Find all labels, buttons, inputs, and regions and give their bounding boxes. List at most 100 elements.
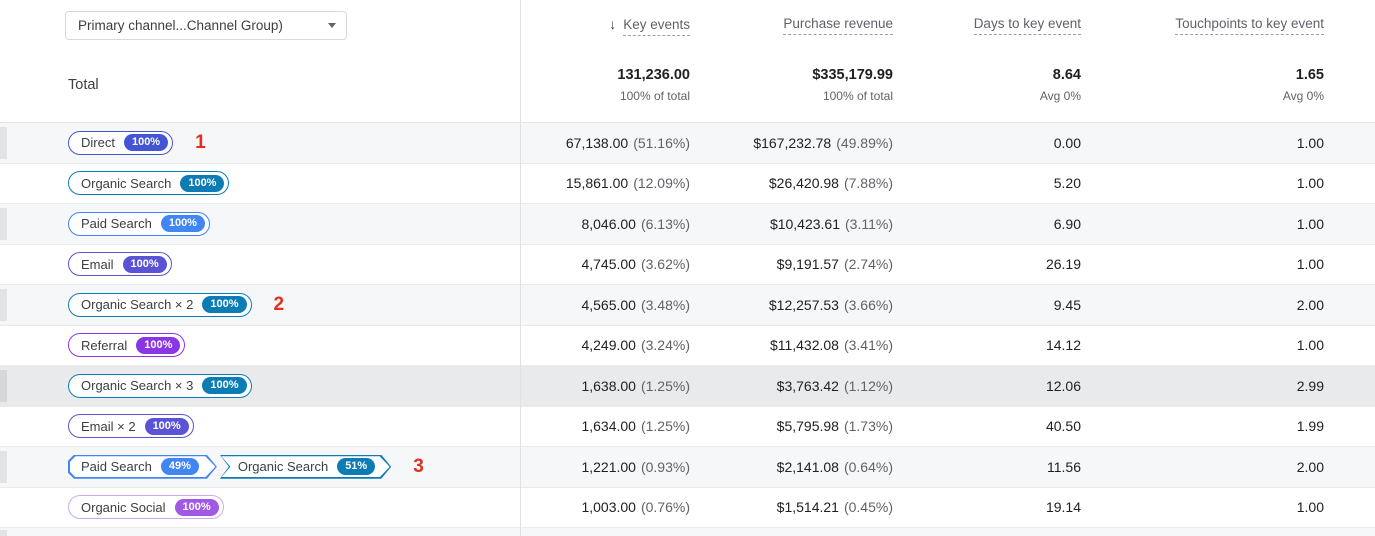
channel-badge-label: Organic Social <box>81 499 166 515</box>
channel-badge-content: Organic Search 51% <box>220 458 391 476</box>
conversion-path-cell: Direct 100% 1 <box>0 123 520 163</box>
conversion-path-cell: Organic Search × 2 100% 2 <box>0 285 520 325</box>
channel-badge-label: Organic Search <box>237 459 329 475</box>
channel-badge-label: Paid Search <box>81 216 152 232</box>
key-events-cell: 4,565.00 (3.48%) <box>520 285 690 325</box>
cell-value: $1,514.21 <box>776 499 839 516</box>
table-row[interactable]: Organic Social 100% 1,003.00 (0.76%) $1,514.… <box>0 487 1375 528</box>
conversion-path-cell: Paid Search 100% <box>0 204 520 244</box>
cell-value: 1.00 <box>1296 499 1324 516</box>
purchase-revenue-cell: $167,232.78 (49.89%) <box>690 123 893 163</box>
touchpoints-cell: 1.00 <box>1081 245 1324 285</box>
channel-badge-percent: 100% <box>136 336 181 354</box>
total-purchase-revenue: $335,179.99 100% of total <box>690 48 893 122</box>
table-row[interactable]: Paid Search 100% 8,046.00 (6.13%) $10,423.61… <box>0 204 1375 245</box>
cell-percent-of-total: (12.09%) <box>633 175 690 192</box>
conversion-path-cell: Email 100% <box>0 245 520 285</box>
touchpoints-cell: 1.00 <box>1081 123 1324 163</box>
cell-percent-of-total: (0.93%) <box>640 458 690 475</box>
cell-value: 12.06 <box>1045 377 1081 394</box>
cell-percent-of-total: (3.11%) <box>845 215 893 232</box>
table-row[interactable]: Organic Search 100% 15,861.00 (12.09%) $26,4… <box>0 163 1375 204</box>
conversion-path-cell: Referral 100% <box>0 326 520 366</box>
table-row[interactable]: Referral 100% 4,249.00 (3.24%) $11,432.08 (3.… <box>0 325 1375 366</box>
conversion-path-cell: Email × 2 100% <box>0 407 520 447</box>
cell-value: 9.45 <box>1053 296 1081 313</box>
cell-percent-of-total: (2.74%) <box>843 256 893 273</box>
purchase-revenue-cell: $12,257.53 (3.66%) <box>690 285 893 325</box>
cell-value: $167,232.78 <box>753 134 832 151</box>
annotation-number: 1 <box>195 131 206 153</box>
touchpoints-cell: 2.99 <box>1081 366 1324 406</box>
days-to-key-event-cell: 9.45 <box>893 285 1081 325</box>
days-to-key-event-cell: 26.19 <box>893 245 1081 285</box>
next-row-partial <box>0 528 1375 536</box>
cell-percent-of-total: (3.41%) <box>843 337 893 354</box>
channel-badge-label: Organic Search × 3 <box>81 378 194 394</box>
purchase-revenue-cell: $9,191.57 (2.74%) <box>690 245 893 285</box>
cell-value: 1.00 <box>1296 337 1324 354</box>
touchpoints-cell: 1.99 <box>1081 407 1324 447</box>
total-value: $335,179.99 <box>812 67 893 83</box>
cell-value: $9,191.57 <box>776 256 839 273</box>
channel-badge-percent: 100% <box>160 215 205 233</box>
cell-value: 26.19 <box>1045 256 1081 273</box>
dimension-dropdown-label: Primary channel...Channel Group) <box>78 18 283 33</box>
column-header-purchase-revenue[interactable]: Purchase revenue <box>690 0 893 48</box>
channel-badge-label: Organic Search <box>81 175 172 191</box>
table-row[interactable]: Organic Search × 2 100% 2 4,565.00 (3.48%) $1… <box>0 285 1375 326</box>
annotation-number: 3 <box>413 455 424 477</box>
channel-badge-percent: 100% <box>180 174 225 192</box>
cell-percent-of-total: (1.25%) <box>640 377 690 394</box>
key-events-cell: 4,745.00 (3.62%) <box>520 245 690 285</box>
channel-badge-label: Email <box>81 256 114 272</box>
cell-value: $12,257.53 <box>768 296 839 313</box>
key-events-cell: 1,638.00 (1.25%) <box>520 366 690 406</box>
key-events-cell: 1,634.00 (1.25%) <box>520 407 690 447</box>
cell-value: 67,138.00 <box>565 134 629 151</box>
column-header-label: Key events <box>623 17 690 36</box>
cell-value: 11.56 <box>1047 458 1081 475</box>
key-events-cell: 67,138.00 (51.16%) <box>520 123 690 163</box>
table-row[interactable]: Direct 100% 1 67,138.00 (51.16%) $167,232.78(… <box>0 123 1375 164</box>
channel-badge-percent: 100% <box>174 498 219 516</box>
table-row[interactable]: Paid Search 49% Organic Search 51% 3 1,221.00… <box>0 447 1375 488</box>
column-header-key-events[interactable]: ↓ Key events <box>520 0 690 48</box>
total-sublabel: Avg 0% <box>1039 89 1081 103</box>
touchpoints-cell: 2.00 <box>1081 285 1324 325</box>
channel-badge: Email × 2 100% <box>68 414 194 439</box>
total-sublabel: Avg 0% <box>1282 89 1324 103</box>
cell-value: 14.12 <box>1045 337 1081 354</box>
total-sublabel: 100% of total <box>822 89 893 103</box>
channel-badge-percent: 100% <box>123 134 169 152</box>
total-key-events: 131,236.00 100% of total <box>520 48 690 122</box>
column-header-days-to-key-event[interactable]: Days to key event <box>893 0 1081 48</box>
column-header-touchpoints[interactable]: Touchpoints to key event <box>1081 0 1324 48</box>
cell-percent-of-total: (49.89%) <box>836 134 893 151</box>
sort-descending-icon: ↓ <box>609 16 617 32</box>
cell-percent-of-total: (1.25%) <box>640 418 690 435</box>
channel-badge: Organic Search × 3 100% <box>68 373 252 398</box>
cell-value: $11,432.08 <box>769 337 839 354</box>
total-touchpoints: 1.65 Avg 0% <box>1081 48 1324 122</box>
cell-value: $10,423.61 <box>769 215 841 232</box>
channel-badge-percent: 100% <box>122 255 167 273</box>
cell-value: $2,141.08 <box>776 458 839 475</box>
cell-value: 4,745.00 <box>581 256 636 273</box>
key-events-cell: 8,046.00 (6.13%) <box>520 204 690 244</box>
days-to-key-event-cell: 14.12 <box>893 326 1081 366</box>
channel-badge-percent: 49% <box>160 458 199 476</box>
channel-badge-label: Direct <box>81 135 115 151</box>
table-row[interactable]: Organic Search × 3 100% 1,638.00 (1.25%) $3,… <box>0 366 1375 407</box>
total-sublabel: 100% of total <box>619 89 690 103</box>
table-row[interactable]: Email × 2 100% 1,634.00 (1.25%) $5,795.98 (1.… <box>0 406 1375 447</box>
cell-value: 1,221.00 <box>581 458 636 475</box>
table-row[interactable]: Email 100% 4,745.00 (3.62%) $9,191.57 (2.74%)… <box>0 244 1375 285</box>
dimension-dropdown[interactable]: Primary channel...Channel Group) <box>65 11 347 40</box>
cell-percent-of-total: (6.13%) <box>640 215 690 232</box>
key-events-cell: 1,003.00 (0.76%) <box>520 488 690 528</box>
cell-percent-of-total: (0.76%) <box>640 499 690 516</box>
cell-value: 5.20 <box>1053 175 1081 192</box>
key-events-cell: 15,861.00 (12.09%) <box>520 164 690 204</box>
